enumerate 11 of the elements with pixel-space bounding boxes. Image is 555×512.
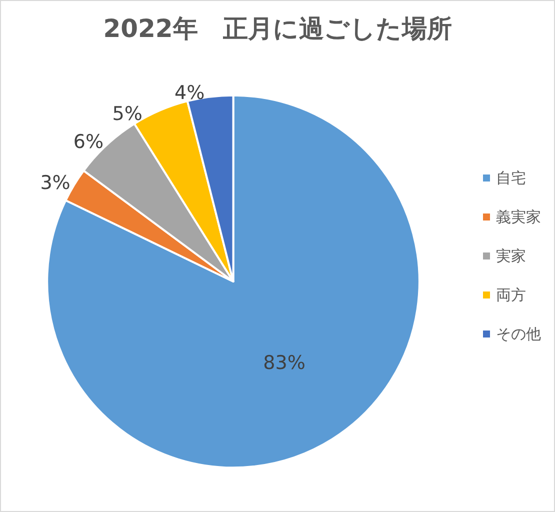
- data-label: 83%: [263, 352, 306, 374]
- legend-label: その他: [496, 325, 541, 343]
- legend-label: 義実家: [496, 208, 541, 226]
- legend-label: 自宅: [496, 169, 526, 187]
- data-label: 6%: [73, 130, 104, 153]
- chart-title: 2022年 正月に過ごした場所: [103, 14, 452, 43]
- data-label: 3%: [40, 172, 70, 194]
- data-label: 4%: [174, 82, 205, 104]
- data-label: 5%: [112, 102, 142, 125]
- legend-label: 両方: [496, 286, 526, 304]
- legend-label: 実家: [496, 247, 526, 265]
